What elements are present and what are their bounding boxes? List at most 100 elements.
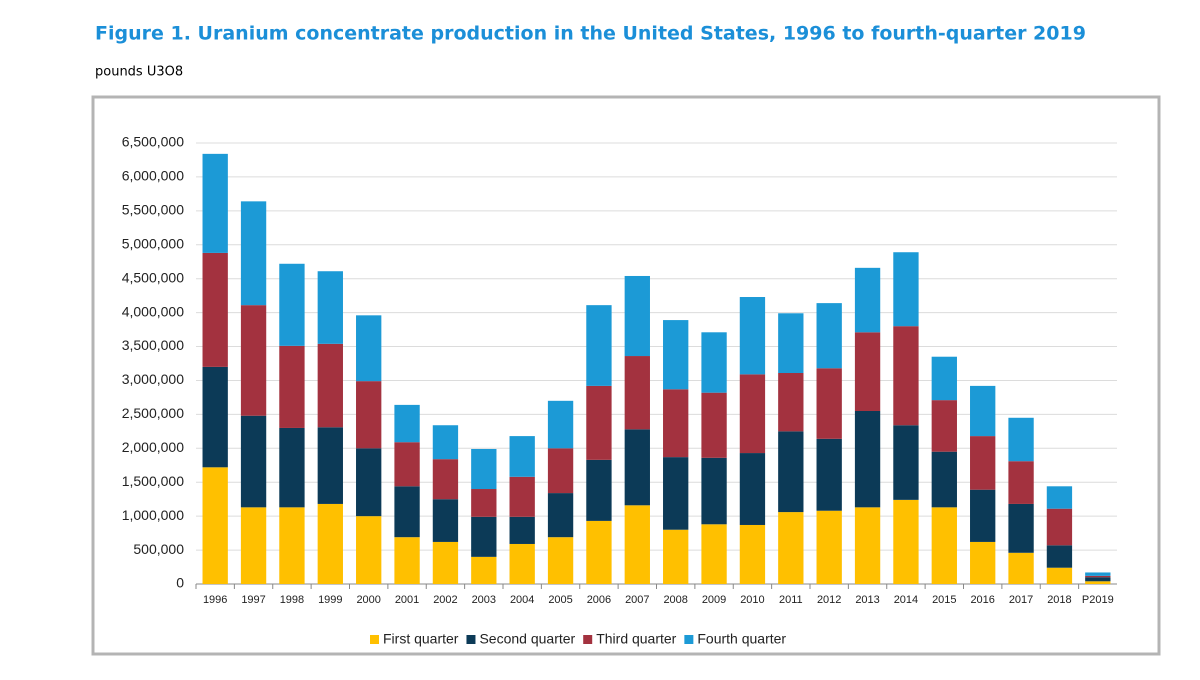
bar-segment (893, 499, 919, 584)
x-tick-label: 2000 (356, 594, 380, 606)
bar-segment (778, 313, 804, 373)
bar-segment (1008, 461, 1034, 504)
bar-segment (509, 436, 535, 477)
bar-segment (279, 507, 305, 584)
x-tick-label: 2012 (817, 594, 841, 606)
bar-segment (1046, 567, 1073, 584)
x-tick-label: 2004 (510, 594, 534, 606)
bar-segment (547, 493, 574, 538)
bar-segment (471, 516, 497, 557)
x-tick-label: 2008 (663, 594, 687, 606)
bar-segment (509, 476, 535, 517)
bar-segment (663, 320, 689, 390)
x-tick-label: 1998 (280, 594, 304, 606)
bar-segment (816, 438, 842, 511)
y-tick-label: 2,500,000 (122, 405, 184, 421)
bar-segment (1085, 581, 1111, 584)
bar-segment (701, 332, 727, 393)
legend-swatch (466, 635, 476, 644)
y-tick-label: 3,500,000 (122, 337, 184, 353)
bar-segment (432, 499, 459, 542)
bar-segment (701, 392, 727, 458)
bar-segment (317, 503, 343, 584)
y-tick-label: 6,000,000 (122, 168, 184, 184)
bar-segment (240, 507, 267, 584)
x-tick-label: 2001 (395, 594, 419, 606)
bar-segment (202, 366, 228, 468)
bar-segment (931, 400, 957, 452)
chart-frame (91, 95, 1161, 656)
bar-segment (931, 507, 957, 584)
x-tick-label: 2018 (1047, 594, 1071, 606)
y-tick-label: 0 (176, 575, 184, 591)
x-tick-label: 2014 (894, 594, 918, 606)
bar-segment (279, 263, 305, 346)
bar-segment (970, 385, 996, 437)
x-tick-label: 2013 (855, 594, 879, 606)
bar-segment (816, 303, 842, 369)
x-tick-label: 2015 (932, 594, 956, 606)
bar-segment (317, 343, 343, 428)
bar-segment (854, 267, 881, 333)
bar-segment (931, 451, 957, 508)
bar-segment (240, 415, 267, 508)
bar-segment (739, 374, 766, 454)
bar-segment (739, 453, 766, 525)
bar-segment (1046, 486, 1073, 509)
bar-segment (471, 556, 497, 584)
y-tick-label: 6,500,000 (122, 134, 184, 150)
bar-segment (586, 459, 612, 521)
bar-segment (1046, 508, 1073, 546)
bar-segment (778, 512, 804, 584)
bar-segment (471, 448, 497, 490)
legend-label: First quarter (383, 631, 459, 647)
bar-segment (240, 201, 267, 306)
x-tick-label: 2002 (433, 594, 457, 606)
bar-segment (854, 410, 881, 508)
bar-segment (1008, 503, 1034, 553)
bar-segment (432, 425, 459, 460)
bar-segment (547, 448, 574, 494)
bar-segment (1008, 552, 1034, 584)
bar-segment (317, 271, 343, 344)
bar-segment (279, 345, 305, 428)
legend-label: Third quarter (596, 631, 676, 647)
bar-segment (279, 427, 305, 508)
x-tick-label: P2019 (1082, 594, 1114, 606)
bar-segment (1008, 417, 1034, 462)
bar-segment (970, 436, 996, 490)
bar-segment (854, 332, 881, 411)
bar-segment (739, 297, 766, 375)
chart-title: Figure 1. Uranium concentrate production… (95, 23, 1086, 45)
x-tick-label: 2009 (702, 594, 726, 606)
bar-segment (701, 524, 727, 584)
bar-segment (471, 489, 497, 517)
bar-segment (624, 275, 650, 357)
bar-segment (893, 252, 919, 327)
bar-segment (202, 252, 228, 367)
bar-segment (586, 385, 612, 460)
bar-segment (778, 372, 804, 432)
bar-segment (202, 467, 228, 584)
bar-segment (816, 368, 842, 439)
legend-label: Second quarter (479, 631, 575, 647)
x-tick-label: 1996 (203, 594, 227, 606)
bar-segment (586, 305, 612, 386)
bar-segment (240, 305, 267, 416)
x-tick-label: 2003 (472, 594, 496, 606)
bar-segment (663, 457, 689, 530)
bar-segment (356, 381, 382, 449)
x-tick-label: 2011 (779, 594, 803, 606)
y-tick-label: 4,500,000 (122, 269, 184, 285)
bar-segment (893, 425, 919, 500)
bar-segment (1085, 575, 1111, 578)
bar-segment (432, 459, 459, 500)
bar-segment (624, 505, 650, 584)
bar-segment (547, 400, 574, 449)
legend-swatch (583, 635, 593, 644)
legend-swatch (370, 635, 379, 644)
bar-segment (432, 541, 459, 584)
x-tick-label: 2017 (1009, 594, 1033, 606)
x-tick-label: 1999 (318, 594, 342, 606)
